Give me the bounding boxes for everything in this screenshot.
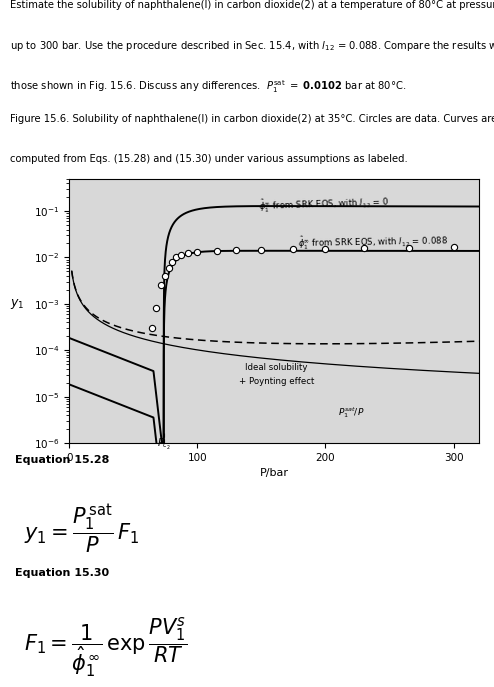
Text: $\hat{\phi}_1^{\infty}$ from SRK EOS, with $l_{12}$ = 0: $\hat{\phi}_1^{\infty}$ from SRK EOS, wi… xyxy=(259,193,390,214)
X-axis label: P/bar: P/bar xyxy=(260,469,288,478)
Text: up to 300 bar. Use the procedure described in Sec. 15.4, with $l_{12}$ = 0.088. : up to 300 bar. Use the procedure describ… xyxy=(10,39,494,54)
Text: Ideal solubility: Ideal solubility xyxy=(246,363,308,372)
Text: $y_1 = \dfrac{P_1^{\,\rm sat}}{P}\,F_1$: $y_1 = \dfrac{P_1^{\,\rm sat}}{P}\,F_1$ xyxy=(24,502,140,556)
Text: those shown in Fig. 15.6. Discuss any differences.  $P_1^{\rm sat}$ $=$ $\bf{0.0: those shown in Fig. 15.6. Discuss any di… xyxy=(10,78,407,95)
Text: + Poynting effect: + Poynting effect xyxy=(239,376,314,386)
Text: Equation 15.30: Equation 15.30 xyxy=(15,569,109,578)
Text: $\hat{\phi}_1^{\infty}$ from SRK EOS, with $l_{12}$ = 0.088: $\hat{\phi}_1^{\infty}$ from SRK EOS, wi… xyxy=(297,233,448,253)
Text: $F_1 = \dfrac{1}{\hat{\phi}_1^{\,\infty}}\,\exp\dfrac{PV_1^s}{RT}$: $F_1 = \dfrac{1}{\hat{\phi}_1^{\,\infty}… xyxy=(24,616,187,680)
Text: $P_{c_2}$: $P_{c_2}$ xyxy=(157,437,171,452)
Text: Figure 15.6. Solubility of naphthalene(l) in carbon dioxide(2) at 35°C. Circles : Figure 15.6. Solubility of naphthalene(l… xyxy=(10,114,494,124)
Text: $P_1^{sat}/P$: $P_1^{sat}/P$ xyxy=(338,405,365,420)
Text: Estimate the solubility of naphthalene(l) in carbon dioxide(2) at a temperature : Estimate the solubility of naphthalene(l… xyxy=(10,0,494,10)
Text: Equation 15.28: Equation 15.28 xyxy=(15,455,109,464)
Text: computed from Eqs. (15.28) and (15.30) under various assumptions as labeled.: computed from Eqs. (15.28) and (15.30) u… xyxy=(10,154,408,164)
Y-axis label: $y_1$: $y_1$ xyxy=(10,297,24,311)
